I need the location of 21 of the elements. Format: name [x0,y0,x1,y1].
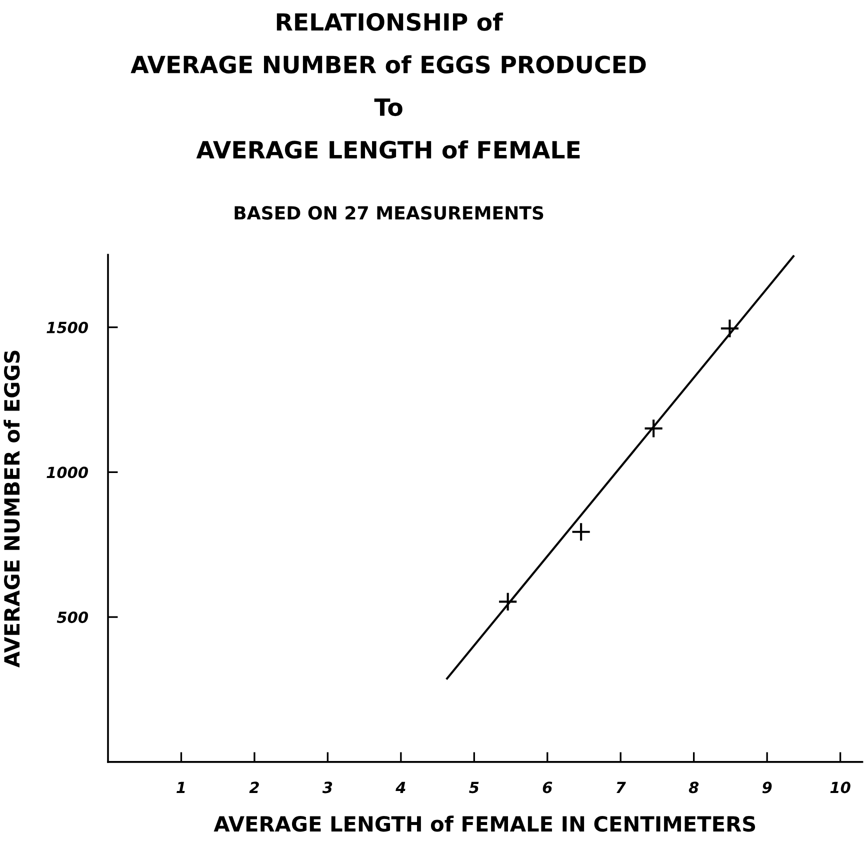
point [571,522,591,542]
y-tick-label: 500 [56,612,88,624]
x-tick-label: 9 [762,782,772,794]
x-axis-title: AVERAGE LENGTH of FEMALE IN CENTIMETERS [214,816,756,832]
y-axis-title: AVERAGE NUMBER of EGGS [4,350,20,668]
point [498,592,518,612]
x-tick-label: 8 [688,782,699,794]
x-tick-label: 4 [396,782,406,793]
y-tick-label: 1000 [46,466,88,478]
x-tick-label: 6 [542,782,552,794]
y-tick-label: 1500 [46,322,88,334]
x-tick-label: 1 [176,782,185,793]
x-tick-label: 7 [616,782,626,793]
x-tick-label: 5 [469,782,479,794]
point [644,418,664,438]
point [720,318,740,338]
x-tick-label: 10 [830,782,850,794]
x-tick-label: 2 [249,782,259,793]
chart-title: RELATIONSHIP of AVERAGE NUMBER of EGGS PRODUCED To AVERAGE LENGTH of FEMALE [130,12,646,159]
chart-subtitle: BASED ON 27 MEASUREMENTS [234,206,544,220]
x-tick-label: 3 [322,782,332,794]
